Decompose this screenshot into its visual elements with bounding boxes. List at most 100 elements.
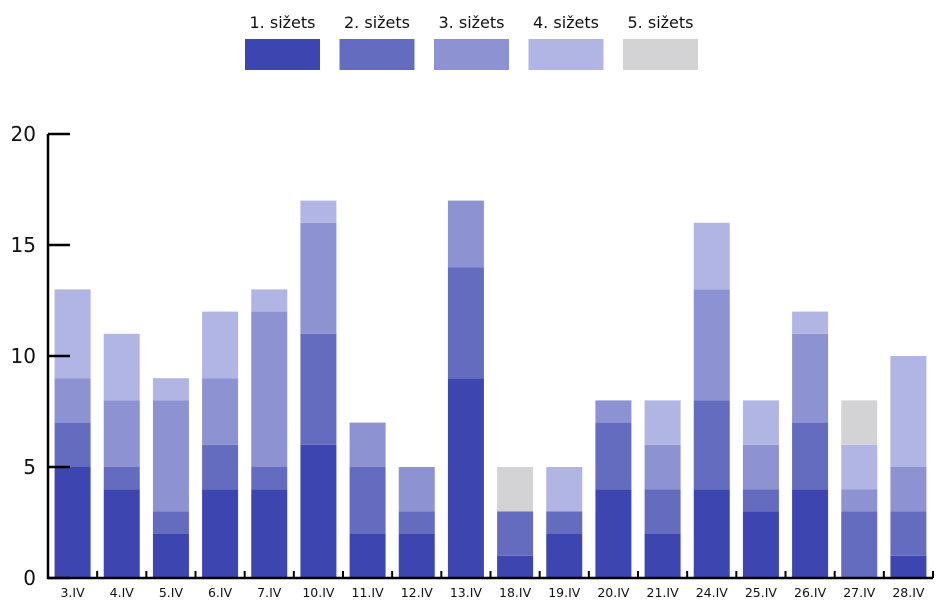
legend-swatch [339,39,415,70]
y-tick-label: 0 [23,566,36,590]
legend-swatch [623,39,698,70]
bar-segment [103,400,140,467]
bar-segment [349,533,386,578]
axes: 0 5 10 15 20 3.IV 4.IV 5.IV 6.IV 7.IV 10.IV 11.IV 12… [11,122,934,600]
y-tick-label: 5 [23,455,36,479]
x-tick-label: 27.IV [843,585,876,600]
bar-segment [300,333,337,445]
y-tick-label: 15 [11,233,36,257]
bar-segment [644,400,681,445]
bar-segment [152,533,189,578]
x-tick-label: 24.IV [696,585,729,600]
x-tick-label: 7.IV [257,585,282,600]
bar-segment [54,467,91,578]
bar-segment [398,467,435,512]
bar-segment [497,555,534,578]
legend-label: 1. sižets [250,13,316,32]
bar-segment [300,200,337,223]
bar-segment [251,289,288,312]
legend-label: 5. sižets [628,13,694,32]
bar-segment [103,467,140,490]
bar-segment [742,400,779,445]
bar-segment [447,267,484,379]
bar-segment [202,444,239,490]
x-tick-label: 19.IV [548,585,581,600]
bar-segment [644,444,681,490]
bar-segment [595,422,632,490]
bar-segment [595,400,632,423]
bar-segment [742,489,779,512]
bar-segment [398,511,435,534]
x-tick-label: 11.IV [352,585,385,600]
bar-segment [251,489,288,578]
bar-segment [644,533,681,578]
x-tick-label: 20.IV [597,585,630,600]
bar-segment [447,200,484,268]
bar-segment [890,356,927,467]
legend-label: 2. sižets [344,13,410,32]
legend-swatch [528,39,604,70]
bar-segment [202,311,239,379]
bar-segment [546,533,583,578]
bar-segment [349,467,386,534]
bar-segment [841,444,878,490]
bar-segment [693,400,730,490]
x-tick-label: 25.IV [745,585,778,600]
bar-segment [152,400,189,512]
bar-segment [54,378,91,423]
bar-segment [841,489,878,512]
bar-segment [792,311,829,334]
bar-segment [497,511,534,556]
y-tick-label: 10 [11,344,36,368]
bar-segment [890,511,927,556]
x-tick-label: 28.IV [892,585,925,600]
bar-segment [398,533,435,578]
bar-segment [890,467,927,512]
bar-segment [202,489,239,578]
x-tick-label: 4.IV [110,585,135,600]
bar-segment [152,378,189,401]
bar-segment [693,222,730,290]
bar-segment [841,511,878,578]
bar-segment [546,467,583,512]
legend-swatch [434,39,509,70]
bar-segment [546,511,583,534]
bar-segment [300,222,337,334]
bar-segment [349,422,386,467]
bar-segment [693,289,730,401]
bar-segment [890,555,927,578]
x-tick-label: 5.IV [159,585,184,600]
legend-swatch [245,39,320,70]
bar-segment [792,422,829,490]
bar-segment [644,489,681,534]
bar-segment [54,422,91,467]
legend-label: 4. sižets [533,13,599,32]
bars-group [54,200,927,578]
bar-segment [54,289,91,379]
bar-segment [251,467,288,490]
bar-segment [595,489,632,578]
x-tick-label: 12.IV [401,585,434,600]
bar-segment [841,400,878,445]
bar-segment [792,489,829,578]
bar-segment [693,489,730,578]
bar-segment [792,333,829,423]
x-tick-label: 21.IV [647,585,680,600]
bar-segment [251,311,288,467]
x-tick-label: 26.IV [794,585,827,600]
y-tick-label: 20 [11,122,36,146]
bar-segment [152,511,189,534]
bar-segment [202,378,239,445]
x-tick-label: 6.IV [208,585,233,600]
bar-segment [300,444,337,578]
bar-segment [447,378,484,578]
x-tick-label: 13.IV [450,585,483,600]
bar-segment [742,444,779,490]
x-tick-label: 18.IV [499,585,532,600]
x-tick-label: 3.IV [60,585,85,600]
legend-label: 3. sižets [439,13,505,32]
bar-segment [742,511,779,578]
bar-segment [103,489,140,578]
bar-segment [497,467,534,512]
